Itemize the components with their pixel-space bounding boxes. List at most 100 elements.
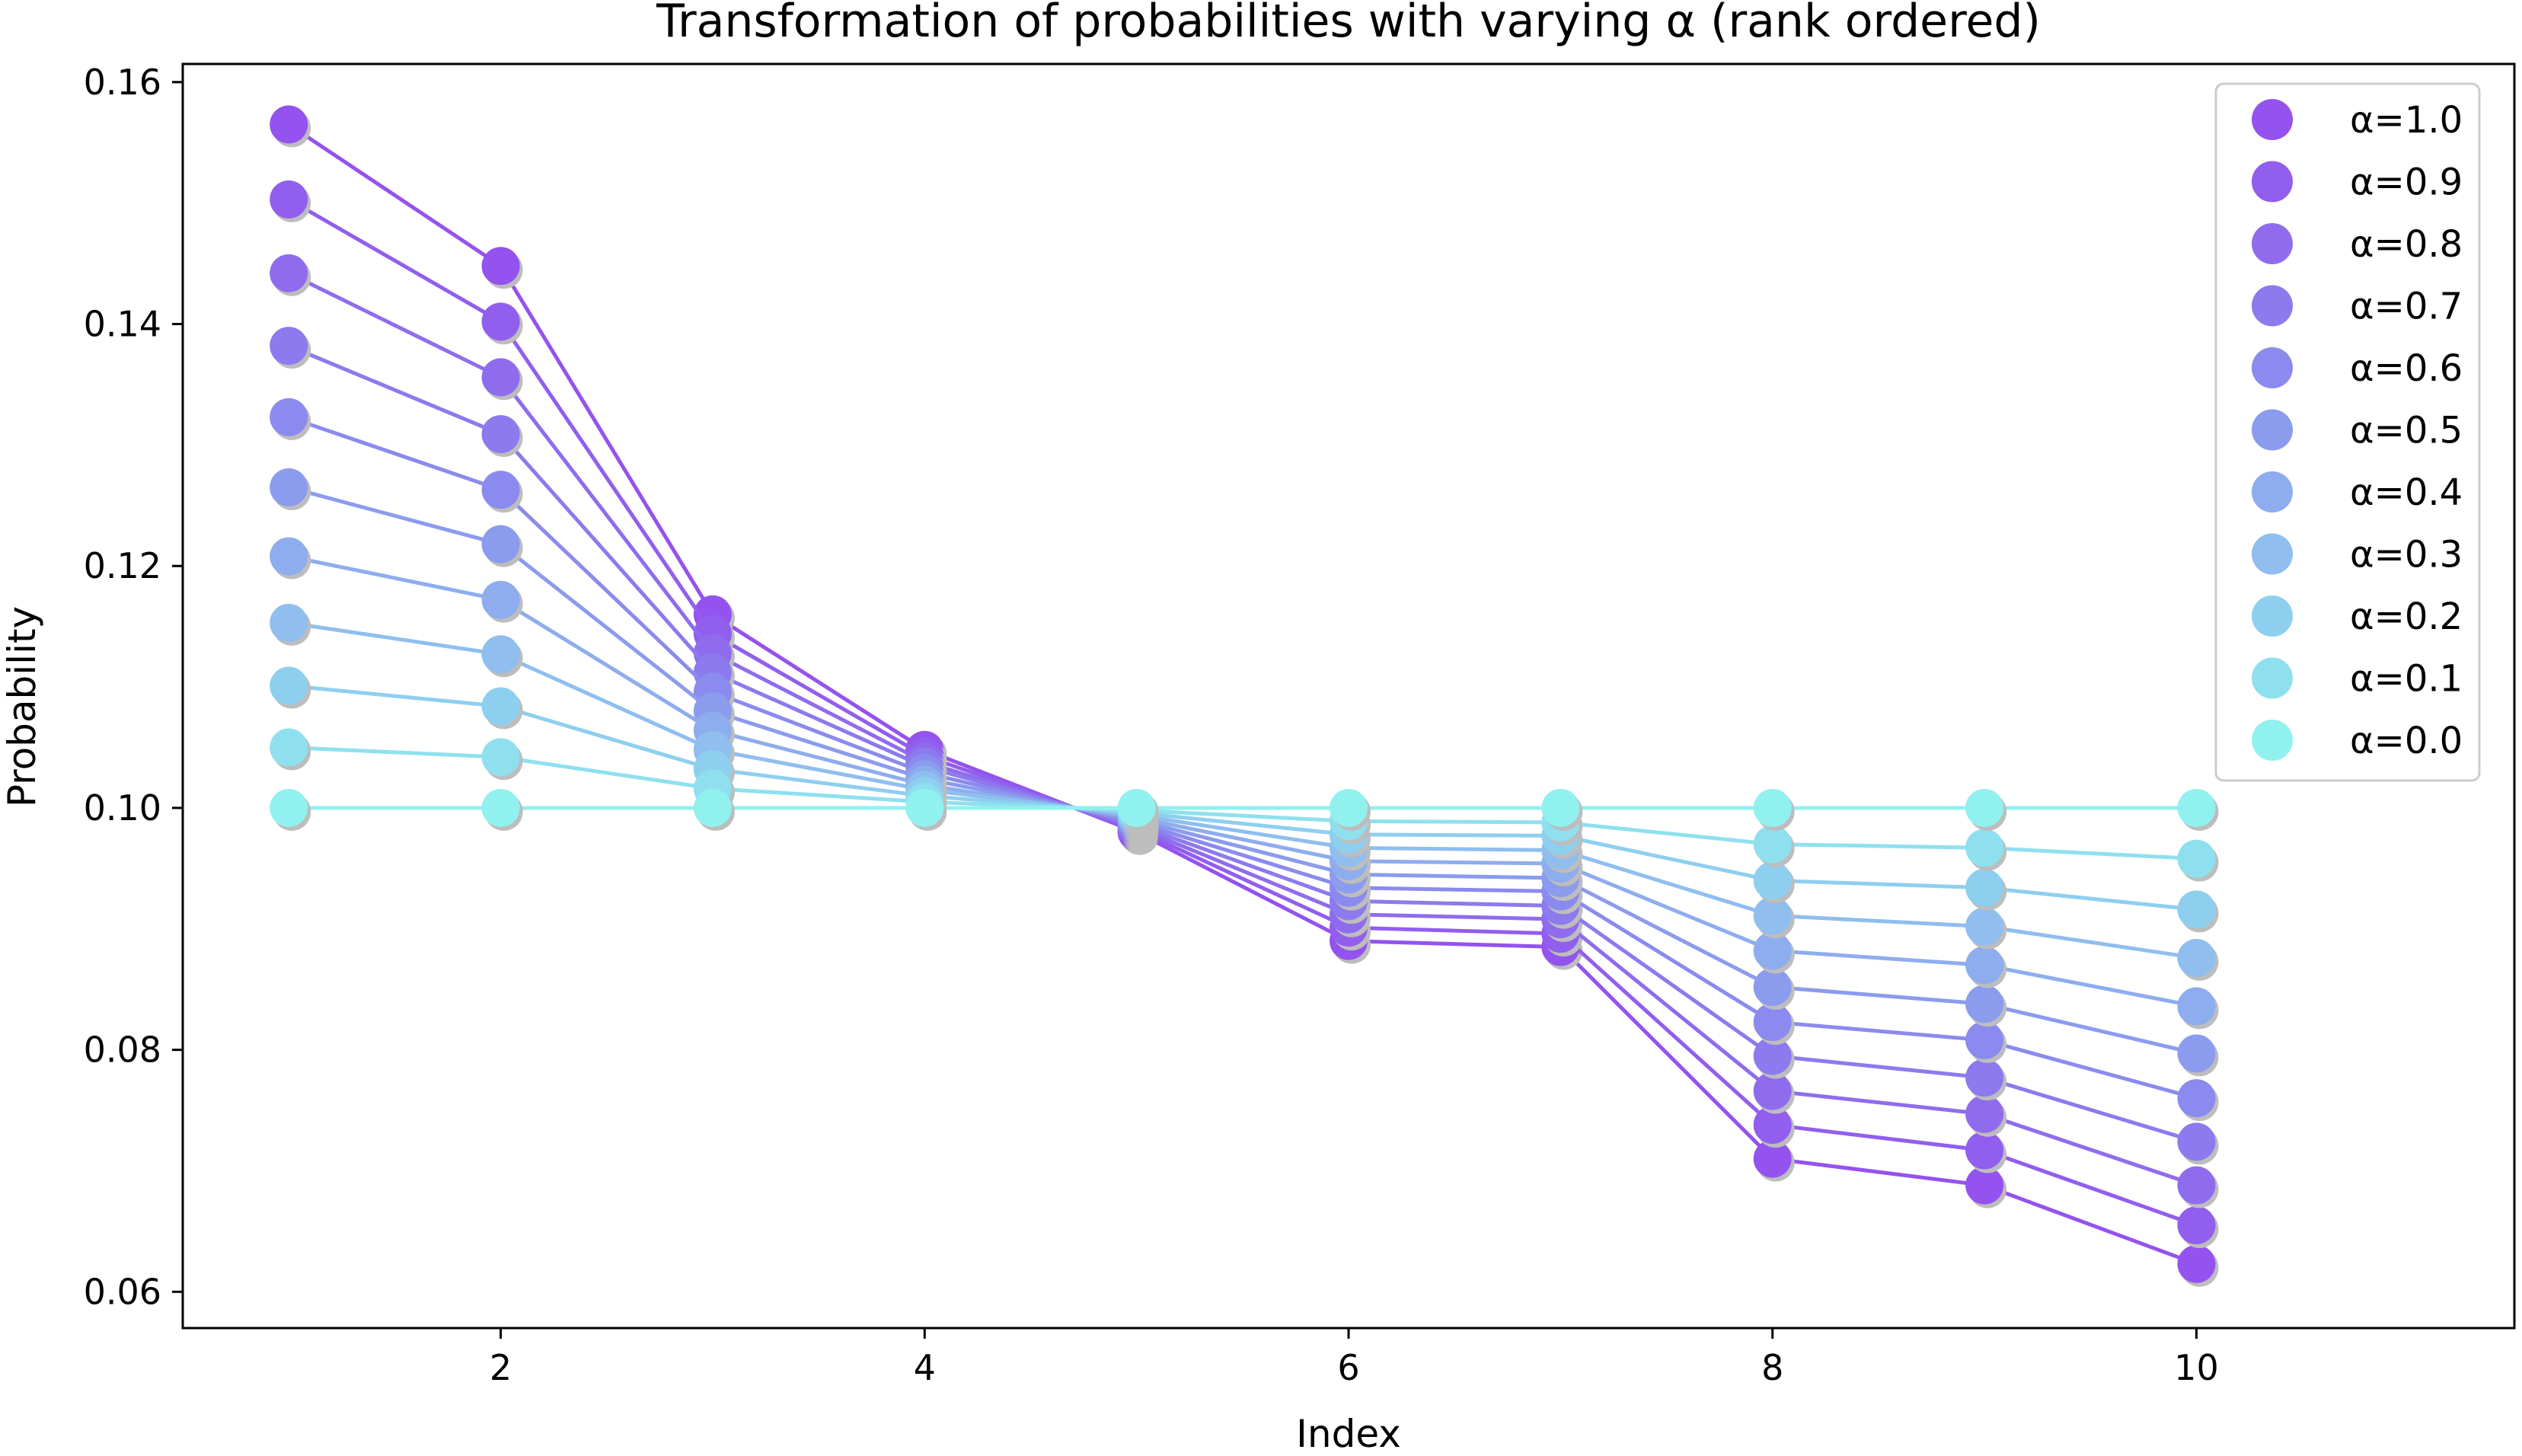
legend-marker bbox=[2252, 533, 2293, 575]
data-point bbox=[1753, 896, 1792, 935]
data-point bbox=[270, 788, 308, 827]
data-point bbox=[481, 788, 520, 827]
data-point bbox=[270, 728, 308, 767]
legend-label: α=0.6 bbox=[2350, 347, 2463, 390]
data-point bbox=[1753, 825, 1792, 864]
data-point bbox=[270, 105, 308, 144]
data-point bbox=[270, 468, 308, 506]
series-10 bbox=[270, 728, 2219, 882]
data-point bbox=[1753, 931, 1792, 970]
data-point bbox=[1753, 1071, 1792, 1110]
series-line bbox=[288, 271, 2198, 1187]
x-tick-label: 10 bbox=[2174, 1347, 2219, 1388]
legend-label: α=1.0 bbox=[2350, 99, 2463, 142]
legend-item: α=0.0 bbox=[2252, 720, 2463, 762]
data-point bbox=[1753, 1106, 1792, 1145]
data-point bbox=[1753, 788, 1792, 827]
series-6 bbox=[270, 468, 2219, 1077]
series-line bbox=[288, 684, 2197, 912]
data-point bbox=[481, 580, 520, 619]
legend-marker bbox=[2252, 347, 2293, 388]
legend-marker bbox=[2252, 657, 2293, 699]
data-point bbox=[481, 738, 520, 777]
data-point bbox=[1753, 1036, 1792, 1075]
plot-frame bbox=[181, 62, 2516, 1330]
series-line bbox=[287, 123, 2198, 1266]
data-point bbox=[2177, 1244, 2216, 1283]
legend-marker bbox=[2252, 409, 2293, 451]
legend-label: α=0.1 bbox=[2350, 658, 2463, 701]
y-tick-label: 0.08 bbox=[84, 1030, 161, 1071]
series-9 bbox=[270, 666, 2219, 933]
series-line bbox=[288, 554, 2197, 1008]
data-point bbox=[1965, 1131, 2004, 1170]
data-point bbox=[270, 603, 308, 642]
legend-item: α=0.1 bbox=[2252, 657, 2463, 701]
legend-item: α=0.6 bbox=[2252, 347, 2463, 390]
data-point bbox=[481, 302, 520, 341]
y-tick-label: 0.16 bbox=[84, 62, 161, 103]
data-point bbox=[693, 788, 732, 827]
y-tick-label: 0.06 bbox=[84, 1271, 161, 1312]
legend-marker bbox=[2252, 161, 2293, 203]
data-point bbox=[1753, 1139, 1792, 1178]
series-3 bbox=[270, 254, 2219, 1209]
legend-label: α=0.0 bbox=[2350, 720, 2463, 762]
y-axis: 0.06 0.08 0.10 0.12 0.14 0.16 bbox=[84, 62, 183, 1312]
data-point bbox=[1965, 829, 2004, 867]
legend-marker bbox=[2252, 595, 2293, 637]
x-tick-label: 2 bbox=[490, 1347, 512, 1388]
data-point bbox=[2177, 890, 2216, 929]
legend-item: α=0.4 bbox=[2252, 471, 2463, 514]
data-point bbox=[481, 687, 520, 726]
y-tick-label: 0.12 bbox=[84, 545, 161, 586]
data-point bbox=[270, 327, 308, 366]
data-point bbox=[1965, 946, 2004, 985]
data-point bbox=[1117, 788, 1156, 827]
series-line bbox=[287, 197, 2198, 1228]
y-axis-label: Probability bbox=[0, 606, 44, 807]
data-point bbox=[2177, 987, 2216, 1026]
y-tick-label: 0.10 bbox=[84, 787, 161, 829]
legend-label: α=0.5 bbox=[2350, 410, 2463, 452]
legend: α=1.0 α=0.9 α=0.8 α=0.7 α=0.6 α=0.5 α=0.4 α=0.3… bbox=[2214, 82, 2481, 782]
series-5 bbox=[270, 398, 2219, 1122]
legend-label: α=0.3 bbox=[2350, 534, 2463, 576]
data-point bbox=[1965, 788, 2004, 827]
legend-marker bbox=[2252, 720, 2293, 761]
data-point bbox=[2177, 839, 2216, 878]
series-8 bbox=[270, 603, 2219, 981]
legend-label: α=0.2 bbox=[2350, 595, 2463, 638]
series-2 bbox=[270, 180, 2219, 1248]
legend-label: α=0.9 bbox=[2350, 161, 2463, 204]
legend-marker bbox=[2252, 285, 2293, 327]
data-point bbox=[905, 788, 944, 827]
x-axis-label: Index bbox=[1296, 1412, 1401, 1456]
data-point bbox=[481, 635, 520, 674]
data-point bbox=[1965, 985, 2004, 1023]
data-point bbox=[481, 358, 520, 397]
legend-marker bbox=[2252, 223, 2293, 264]
data-point bbox=[481, 471, 520, 509]
data-point bbox=[2177, 1205, 2216, 1244]
legend-item: α=0.5 bbox=[2252, 409, 2463, 452]
data-point bbox=[270, 537, 308, 576]
legend-item: α=0.3 bbox=[2252, 533, 2463, 576]
x-axis: 2 4 6 8 10 bbox=[490, 1328, 2219, 1388]
data-point bbox=[2177, 1122, 2216, 1161]
legend-item: α=0.7 bbox=[2252, 285, 2463, 328]
data-point bbox=[2177, 788, 2216, 827]
data-point bbox=[481, 247, 520, 286]
chart-title: Transformation of probabilities with var… bbox=[656, 0, 2041, 48]
legend-item: α=0.9 bbox=[2252, 161, 2463, 204]
series-line bbox=[288, 415, 2198, 1100]
data-point bbox=[270, 398, 308, 436]
data-point bbox=[481, 525, 520, 564]
y-tick-label: 0.14 bbox=[84, 304, 161, 345]
series-line bbox=[289, 746, 2197, 861]
legend-item: α=1.0 bbox=[2252, 99, 2463, 142]
legend-label: α=0.4 bbox=[2350, 471, 2463, 514]
data-point bbox=[270, 180, 308, 219]
legend-label: α=0.7 bbox=[2350, 286, 2463, 328]
